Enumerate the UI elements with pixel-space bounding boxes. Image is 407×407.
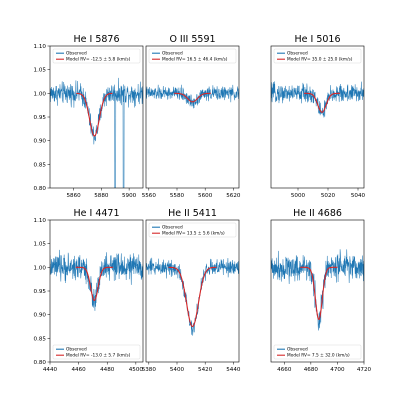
observed-spectrum-line xyxy=(271,81,364,118)
axes-frame xyxy=(49,45,144,189)
legend-observed-label: Observed xyxy=(162,225,183,231)
x-tick-label: 5600 xyxy=(198,193,213,199)
x-tick-label: 5000 xyxy=(291,193,306,199)
x-tick-label: 4680 xyxy=(304,367,319,373)
x-tick-label: 5860 xyxy=(66,193,81,199)
axes-frame xyxy=(270,219,365,363)
legend-observed-label: Observed xyxy=(162,51,183,57)
legend-model-label: Model RV= -13.0 ± 5.7 (km/s) xyxy=(66,353,131,359)
x-tick-label: 5020 xyxy=(321,193,336,199)
x-tick-label: 4440 xyxy=(43,367,58,373)
x-tick-label: 4700 xyxy=(330,367,345,373)
y-tick-label: 1.05 xyxy=(34,242,47,248)
x-tick-label: 4500 xyxy=(129,367,144,373)
model-fit-line xyxy=(75,266,113,302)
legend-box xyxy=(148,222,237,238)
observed-spectrum-line xyxy=(146,84,239,109)
y-tick-label: 0.90 xyxy=(34,139,47,145)
x-tick-label: 5380 xyxy=(142,367,157,373)
legend-box xyxy=(52,48,141,64)
panel-5: 5380 5400 5420 5440 He II 5411 ObservedModel … xyxy=(142,208,241,373)
panel-title: He I 5876 xyxy=(73,34,119,45)
panel-4: 4440 4460 4480 4500 0.80 0.85 0.90 0.95 1.00 1.05… xyxy=(34,208,144,373)
panel-6: 4660 4680 4700 4720 He II 4686 ObservedModel … xyxy=(270,208,372,373)
legend-observed-label: Observed xyxy=(287,347,308,353)
x-tick-label: 5620 xyxy=(226,193,241,199)
legend-model-label: Model RV= -12.5 ± 5.8 (km/s) xyxy=(66,57,131,63)
panel-2: 5560 5580 5600 5620 O III 5591 ObservedModel … xyxy=(142,34,241,199)
legend-model-label: Model RV= 13.5 ± 5.6 (km/s) xyxy=(162,231,225,237)
observed-spectrum-line xyxy=(50,77,143,188)
y-tick-label: 0.85 xyxy=(34,336,47,342)
y-tick-label: 0.95 xyxy=(34,115,47,121)
model-fit-line xyxy=(76,92,113,137)
legend-box xyxy=(52,344,141,360)
observed-spectrum-line xyxy=(271,249,364,331)
panel-title: O III 5591 xyxy=(169,34,215,45)
model-fit-line xyxy=(168,266,217,328)
x-tick-label: 4460 xyxy=(71,367,86,373)
legend-observed-label: Observed xyxy=(287,51,308,57)
x-tick-label: 5040 xyxy=(351,193,366,199)
x-tick-label: 5440 xyxy=(226,367,241,373)
panel-title: He I 4471 xyxy=(73,208,119,219)
model-fit-line xyxy=(304,92,340,113)
x-tick-label: 5420 xyxy=(198,367,213,373)
axes-frame xyxy=(270,45,365,189)
panel-1: 5860 5880 5900 0.80 0.85 0.90 0.95 1.00 1.05 1.10… xyxy=(34,34,144,199)
x-tick-label: 5900 xyxy=(122,193,137,199)
y-tick-label: 1.10 xyxy=(34,218,47,224)
y-tick-label: 0.85 xyxy=(34,162,47,168)
legend-box xyxy=(273,48,362,64)
observed-spectrum-line xyxy=(146,257,239,336)
y-tick-label: 1.00 xyxy=(34,91,47,97)
observed-spectrum-line xyxy=(50,249,143,311)
model-fit-line xyxy=(300,266,338,321)
legend-box xyxy=(148,48,237,64)
y-tick-label: 1.00 xyxy=(34,265,47,271)
x-tick-label: 5580 xyxy=(170,193,185,199)
legend-model-label: Model RV= 16.5 ± 46.4 (km/s) xyxy=(162,57,228,63)
x-tick-label: 4720 xyxy=(357,367,372,373)
axes-frame xyxy=(145,219,240,363)
x-tick-label: 5400 xyxy=(170,367,185,373)
x-tick-label: 5560 xyxy=(142,193,157,199)
x-tick-label: 4480 xyxy=(100,367,115,373)
panel-title: He II 4686 xyxy=(293,208,342,219)
x-tick-label: 4660 xyxy=(277,367,292,373)
axes-frame xyxy=(145,45,240,189)
legend-box xyxy=(273,344,362,360)
y-tick-label: 0.90 xyxy=(34,313,47,319)
y-tick-label: 0.95 xyxy=(34,289,47,295)
model-fit-line xyxy=(174,92,211,103)
y-tick-label: 1.05 xyxy=(34,68,47,74)
y-tick-label: 1.10 xyxy=(34,44,47,50)
legend-observed-label: Observed xyxy=(66,347,87,353)
y-tick-label: 0.80 xyxy=(34,360,47,366)
legend-model-label: Model RV= 7.5 ± 32.0 (km/s) xyxy=(287,353,350,359)
x-tick-label: 5880 xyxy=(94,193,109,199)
legend-observed-label: Observed xyxy=(66,51,87,57)
panel-title: He II 5411 xyxy=(168,208,217,219)
y-tick-label: 0.80 xyxy=(34,186,47,192)
panel-title: He I 5016 xyxy=(294,34,340,45)
legend-model-label: Model RV= 35.0 ± 25.0 (km/s) xyxy=(287,57,353,63)
